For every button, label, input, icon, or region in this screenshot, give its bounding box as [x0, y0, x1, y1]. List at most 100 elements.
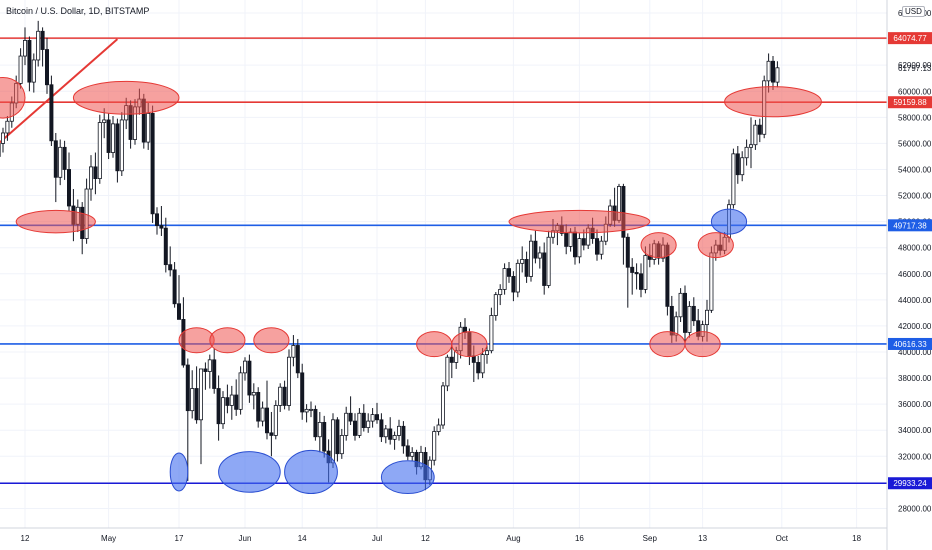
candle-body	[445, 356, 450, 387]
y-tick-label: 32000.00	[898, 452, 932, 461]
candle-body	[370, 414, 375, 422]
level-label-bg	[888, 337, 932, 350]
candle	[115, 118, 120, 183]
marker-ellipse-blue	[710, 208, 748, 235]
candle	[379, 413, 384, 442]
candle-body	[634, 272, 639, 275]
candle	[515, 259, 520, 298]
candle	[352, 413, 357, 441]
candle	[687, 301, 692, 338]
candle	[150, 105, 155, 223]
candle-body	[396, 425, 401, 436]
currency-badge[interactable]: USD	[902, 6, 925, 17]
candle	[546, 230, 551, 289]
candle-body	[595, 238, 600, 255]
candle	[194, 366, 199, 424]
candle-body	[282, 386, 287, 406]
candle-body	[731, 153, 736, 206]
candle	[361, 404, 366, 432]
last-price-label: 61797.13	[898, 64, 932, 73]
candle	[511, 271, 516, 302]
candle	[484, 345, 489, 364]
candle-body	[401, 425, 406, 447]
level-label-bg	[888, 219, 932, 232]
candle-body	[163, 227, 168, 266]
x-tick-label: Oct	[776, 534, 789, 543]
candle-body	[53, 140, 58, 178]
candle-body	[348, 412, 353, 422]
candle-body	[432, 431, 437, 461]
candle	[238, 366, 243, 415]
marker-ellipse-blue	[218, 451, 281, 493]
y-tick-label: 36000.00	[898, 400, 932, 409]
candle	[370, 408, 375, 428]
candle-body	[45, 49, 50, 86]
candle-body	[388, 428, 393, 440]
candle-body	[674, 316, 679, 336]
candle-body	[216, 388, 221, 425]
candle-body	[150, 113, 155, 215]
candle-body	[220, 397, 225, 425]
candle	[480, 348, 485, 379]
candle-body	[322, 421, 327, 452]
candle-body	[154, 213, 159, 226]
candle-body	[251, 392, 256, 396]
candle-body	[234, 394, 239, 410]
candle-body	[498, 289, 503, 296]
y-tick-label: 52000.00	[898, 192, 932, 201]
candle	[771, 56, 776, 90]
candle-body	[273, 405, 278, 436]
candle	[757, 118, 762, 143]
candle	[62, 140, 67, 180]
candle-body	[749, 144, 754, 148]
level-label-bg	[888, 477, 932, 490]
candle-body	[27, 40, 32, 83]
candle-body	[753, 124, 758, 146]
candle-body	[502, 268, 507, 290]
candle-body	[260, 407, 265, 422]
candle	[366, 413, 371, 433]
candle-body	[357, 412, 362, 436]
candle	[630, 258, 635, 295]
level-label: 49717.38	[893, 221, 927, 230]
candle-body	[115, 123, 120, 172]
candle-body	[379, 419, 384, 438]
x-tick-label: 12	[421, 534, 430, 543]
candle	[176, 275, 181, 320]
candle-body	[410, 451, 415, 457]
candle	[36, 20, 41, 67]
level-label-bg	[888, 32, 932, 45]
candle	[401, 421, 406, 454]
candle-body	[102, 119, 107, 123]
candle-body	[111, 123, 116, 153]
candle	[348, 396, 353, 426]
trend-line	[0, 38, 119, 144]
candle-body	[625, 236, 630, 268]
candle	[53, 132, 58, 203]
y-tick-label: 58000.00	[898, 113, 932, 122]
candle	[753, 119, 758, 150]
y-tick-label: 28000.00	[898, 504, 932, 513]
candle-body	[480, 354, 485, 374]
marker-ellipse-blue	[284, 449, 338, 495]
candle	[691, 297, 696, 326]
candle-body	[58, 146, 63, 178]
candle	[203, 362, 208, 390]
candle-body	[687, 305, 692, 333]
candle	[106, 113, 111, 160]
candle-body	[106, 119, 111, 153]
y-tick-label: 46000.00	[898, 270, 932, 279]
candle	[216, 375, 221, 441]
candle-body	[62, 146, 67, 170]
y-tick-label: 34000.00	[898, 426, 932, 435]
candle-body	[269, 432, 274, 436]
candle	[405, 439, 410, 461]
candle-body	[766, 60, 771, 82]
candle	[242, 357, 247, 381]
candle	[498, 284, 503, 306]
candle	[45, 37, 50, 94]
candle-body	[168, 264, 173, 271]
candle-body	[383, 428, 388, 438]
candle	[489, 307, 494, 354]
